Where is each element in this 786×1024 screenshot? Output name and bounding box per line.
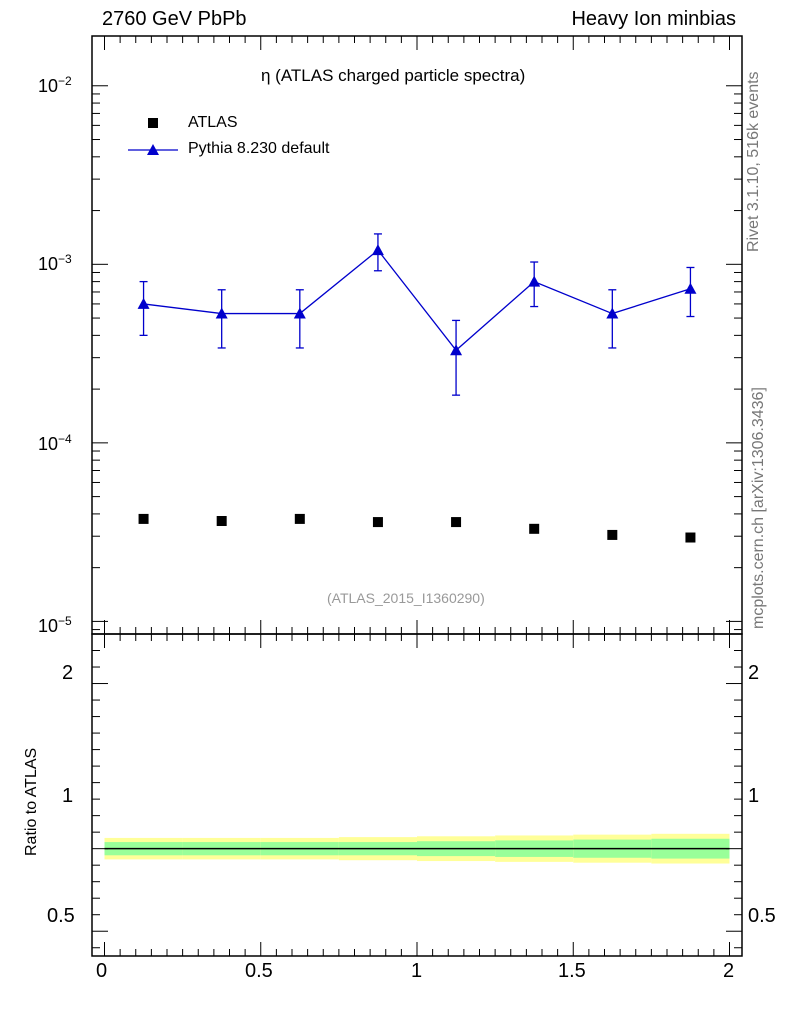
data-series <box>137 233 697 543</box>
ratio-ytick-label-0.5-right: 0.5 <box>748 905 776 927</box>
analysis-tag: (ATLAS_2015_I1360290) <box>327 590 485 606</box>
plot-title: η (ATLAS charged particle spectra) <box>261 66 526 85</box>
atlas-data-point <box>607 529 618 540</box>
atlas-data-point <box>294 513 305 524</box>
ytick-label-1e-5: 10−5 <box>38 614 72 636</box>
xtick-label-1.5: 1.5 <box>558 960 586 982</box>
legend-marker-atlas <box>148 118 158 128</box>
xtick-label-1: 1 <box>411 960 423 982</box>
header-process-label: Heavy Ion minbias <box>571 8 736 30</box>
legend-marker-pythia <box>147 144 159 155</box>
header-energy-label: 2760 GeV PbPb <box>102 8 247 30</box>
atlas-data-point <box>216 516 227 527</box>
atlas-data-point <box>138 513 149 524</box>
xtick-label-0.5: 0.5 <box>245 960 273 982</box>
ratio-ytick-label-0.5-left: 0.5 <box>47 905 75 927</box>
ytick-label-1e-3: 10−3 <box>38 252 72 274</box>
atlas-data-point <box>372 517 383 528</box>
ratio-ytick-label-2-right: 2 <box>748 662 760 684</box>
rivet-events-label: Rivet 3.1.10, 516k events <box>745 71 762 252</box>
legend <box>128 118 178 155</box>
pythia-data-point <box>606 307 619 319</box>
ratio-ytick-label-1-left: 1 <box>62 785 74 807</box>
legend-label-atlas: ATLAS <box>188 114 238 131</box>
atlas-data-point <box>685 532 696 543</box>
atlas-data-point <box>529 523 540 534</box>
ratio-panel-frame <box>91 633 743 957</box>
pythia-data-point <box>215 307 228 319</box>
pythia-data-point <box>371 244 384 256</box>
axis-ticks <box>92 36 742 956</box>
mcplots-label: mcplots.cern.ch [arXiv:1306.3436] <box>750 387 767 629</box>
ratio-uncertainty-bands <box>104 833 730 864</box>
ratio-ytick-label-2-left: 2 <box>62 662 74 684</box>
xtick-label-2: 2 <box>723 960 735 982</box>
ytick-label-1e-2: 10−2 <box>38 74 72 96</box>
pythia-data-point <box>293 307 306 319</box>
pythia-data-point <box>137 297 150 309</box>
ytick-label-1e-4: 10−4 <box>38 432 72 454</box>
xtick-label-0: 0 <box>96 960 108 982</box>
atlas-data-point <box>451 517 462 528</box>
ratio-axis-label: Ratio to ATLAS <box>23 747 40 856</box>
pythia-line <box>143 249 691 352</box>
pythia-data-point <box>528 275 541 287</box>
ratio-ytick-label-1-right: 1 <box>748 785 760 807</box>
legend-label-pythia: Pythia 8.230 default <box>188 140 330 157</box>
pythia-data-point <box>450 344 463 356</box>
pythia-data-point <box>684 282 697 294</box>
